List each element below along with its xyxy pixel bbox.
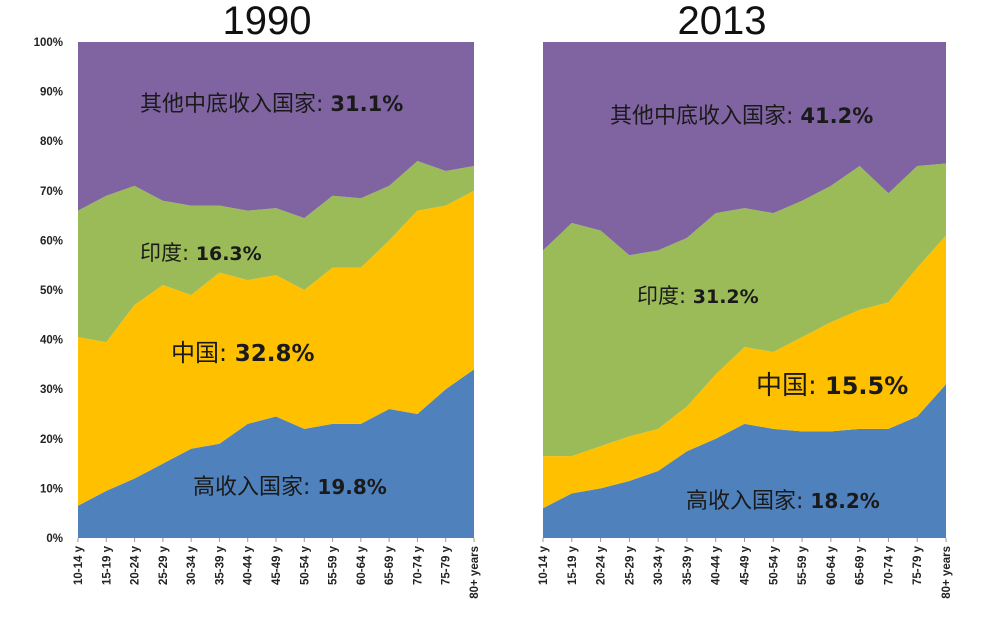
area-series-3 xyxy=(78,42,474,219)
area-series-0 xyxy=(543,384,946,538)
x-tick-label: 60-64 y xyxy=(356,545,368,585)
series-label-name: 高收入国家: xyxy=(686,489,810,514)
x-tick-label: 70-74 y xyxy=(412,545,424,585)
y-tick-label: 30% xyxy=(40,384,63,396)
x-tick-label: 50-54 y xyxy=(768,545,780,585)
x-tick-label: 55-59 y xyxy=(328,545,340,585)
x-tick-label: 30-34 y xyxy=(186,545,198,585)
area-series-3 xyxy=(543,42,946,256)
y-tick-label: 0% xyxy=(46,533,63,545)
x-tick-label: 15-19 y xyxy=(101,545,113,585)
x-tick-label: 75-79 y xyxy=(912,545,924,585)
x-tick-label: 25-29 y xyxy=(158,545,170,585)
series-label-value: 16.3% xyxy=(196,243,262,265)
x-tick-label: 15-19 y xyxy=(567,545,579,585)
series-label-name: 中国: xyxy=(756,371,825,401)
y-tick-label: 60% xyxy=(40,235,63,247)
series-label-value: 15.5% xyxy=(825,372,908,400)
area-series-2 xyxy=(78,161,474,343)
area-series-2 xyxy=(543,163,946,457)
series-label: 中国: 15.5% xyxy=(756,371,908,401)
y-tick-label: 20% xyxy=(40,434,63,446)
y-tick-label: 80% xyxy=(40,136,63,148)
series-label-value: 31.2% xyxy=(693,286,759,308)
area-series-0 xyxy=(78,369,474,538)
series-label: 其他中底收入国家: 31.1% xyxy=(140,92,403,117)
chart-2013: 2013 10-14 y 15-19 y 20-24 y 25-29 y 30-34 y 3… xyxy=(538,0,953,599)
x-tick-label: 20-24 y xyxy=(130,545,142,585)
x-tick-label: 35-39 y xyxy=(214,545,226,585)
series-label-name: 高收入国家: xyxy=(193,475,317,500)
x-tick-label: 40-44 y xyxy=(243,545,255,585)
x-tick-label: 80+ years xyxy=(941,546,953,599)
series-label-name: 其他中底收入国家: xyxy=(610,104,800,129)
x-tick-label: 80+ years xyxy=(469,546,481,599)
x-tick-label: 55-59 y xyxy=(797,545,809,585)
series-label-value: 41.2% xyxy=(800,104,873,128)
y-tick-label: 90% xyxy=(40,87,63,99)
x-tick-label: 20-24 y xyxy=(596,545,608,585)
series-label-value: 19.8% xyxy=(317,475,386,499)
y-tick-label: 100% xyxy=(34,37,63,49)
x-tick-label: 25-29 y xyxy=(624,545,636,585)
x-tick-label: 45-49 y xyxy=(740,545,752,585)
chart-1990: 1990 0% 10% 20% 30% 40% 50% 60% 70% 80% 90% 100% 10-… xyxy=(34,0,481,599)
y-tick-label: 10% xyxy=(40,483,63,495)
x-tick-label: 75-79 y xyxy=(441,545,453,585)
series-label-name: 中国: xyxy=(171,339,235,367)
series-label: 印度: 31.2% xyxy=(637,284,759,308)
y-tick-label: 70% xyxy=(40,186,63,198)
x-tick-label: 65-69 y xyxy=(384,545,396,585)
x-tick-label: 45-49 y xyxy=(271,545,283,585)
area-series-1 xyxy=(78,190,474,506)
x-tick-label: 35-39 y xyxy=(682,545,694,585)
series-label: 其他中底收入国家: 41.2% xyxy=(610,104,873,129)
x-tick-label: 40-44 y xyxy=(711,545,723,585)
area-series-1 xyxy=(543,235,946,509)
x-tick-label: 60-64 y xyxy=(826,545,838,585)
x-tick-label: 65-69 y xyxy=(855,545,867,585)
series-label: 中国: 32.8% xyxy=(171,339,315,367)
y-tick-label: 50% xyxy=(40,285,63,297)
x-tick-label: 10-14 y xyxy=(538,545,550,585)
chart-title: 1990 xyxy=(223,0,312,43)
series-label: 高收入国家: 19.8% xyxy=(193,475,387,500)
series-label-name: 印度: xyxy=(637,284,693,308)
series-label-value: 31.1% xyxy=(330,92,403,116)
series-label: 高收入国家: 18.2% xyxy=(686,489,880,514)
series-label: 印度: 16.3% xyxy=(140,241,262,265)
series-label-value: 32.8% xyxy=(235,341,315,367)
series-label-name: 印度: xyxy=(140,241,196,265)
x-tick-label: 30-34 y xyxy=(653,545,665,585)
y-tick-label: 40% xyxy=(40,335,63,347)
series-label-name: 其他中底收入国家: xyxy=(140,92,330,117)
chart-title: 2013 xyxy=(678,0,767,43)
series-label-value: 18.2% xyxy=(810,489,879,513)
x-tick-label: 70-74 y xyxy=(883,545,895,585)
x-tick-label: 10-14 y xyxy=(73,545,85,585)
x-tick-label: 50-54 y xyxy=(299,545,311,585)
